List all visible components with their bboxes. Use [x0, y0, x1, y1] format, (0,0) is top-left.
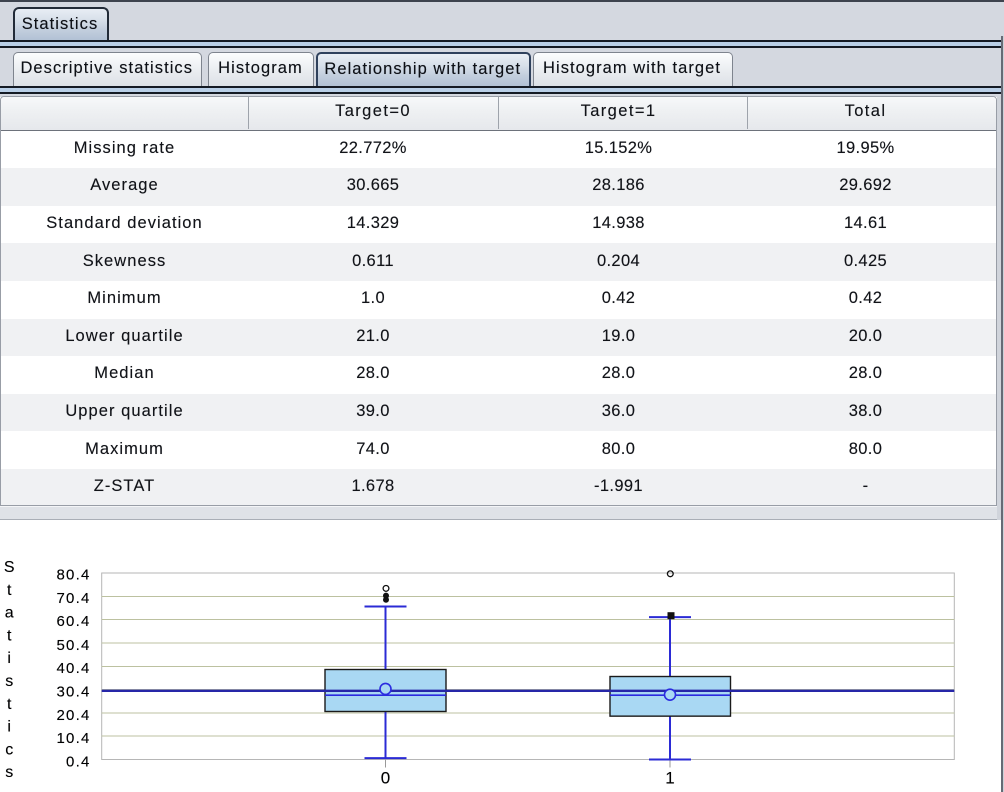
svg-text:a: a: [5, 605, 14, 622]
svg-text:t: t: [7, 582, 12, 599]
svg-text:70.4: 70.4: [57, 590, 91, 607]
svg-text:10.4: 10.4: [57, 730, 91, 747]
svg-text:80.4: 80.4: [57, 567, 91, 584]
svg-text:t: t: [7, 627, 12, 644]
svg-text:60.4: 60.4: [57, 613, 91, 630]
svg-text:0: 0: [381, 769, 390, 788]
svg-text:1: 1: [665, 769, 674, 788]
svg-text:0.4: 0.4: [66, 753, 90, 770]
svg-text:30.4: 30.4: [57, 683, 91, 700]
svg-text:20.4: 20.4: [57, 707, 91, 724]
svg-text:i: i: [7, 719, 11, 736]
svg-text:i: i: [7, 650, 11, 667]
svg-text:s: s: [5, 673, 13, 690]
svg-text:50.4: 50.4: [57, 637, 91, 654]
svg-text:40.4: 40.4: [57, 660, 91, 677]
svg-text:c: c: [5, 741, 13, 758]
svg-text:s: s: [5, 764, 13, 781]
svg-text:S: S: [4, 559, 15, 576]
svg-text:t: t: [7, 696, 12, 713]
